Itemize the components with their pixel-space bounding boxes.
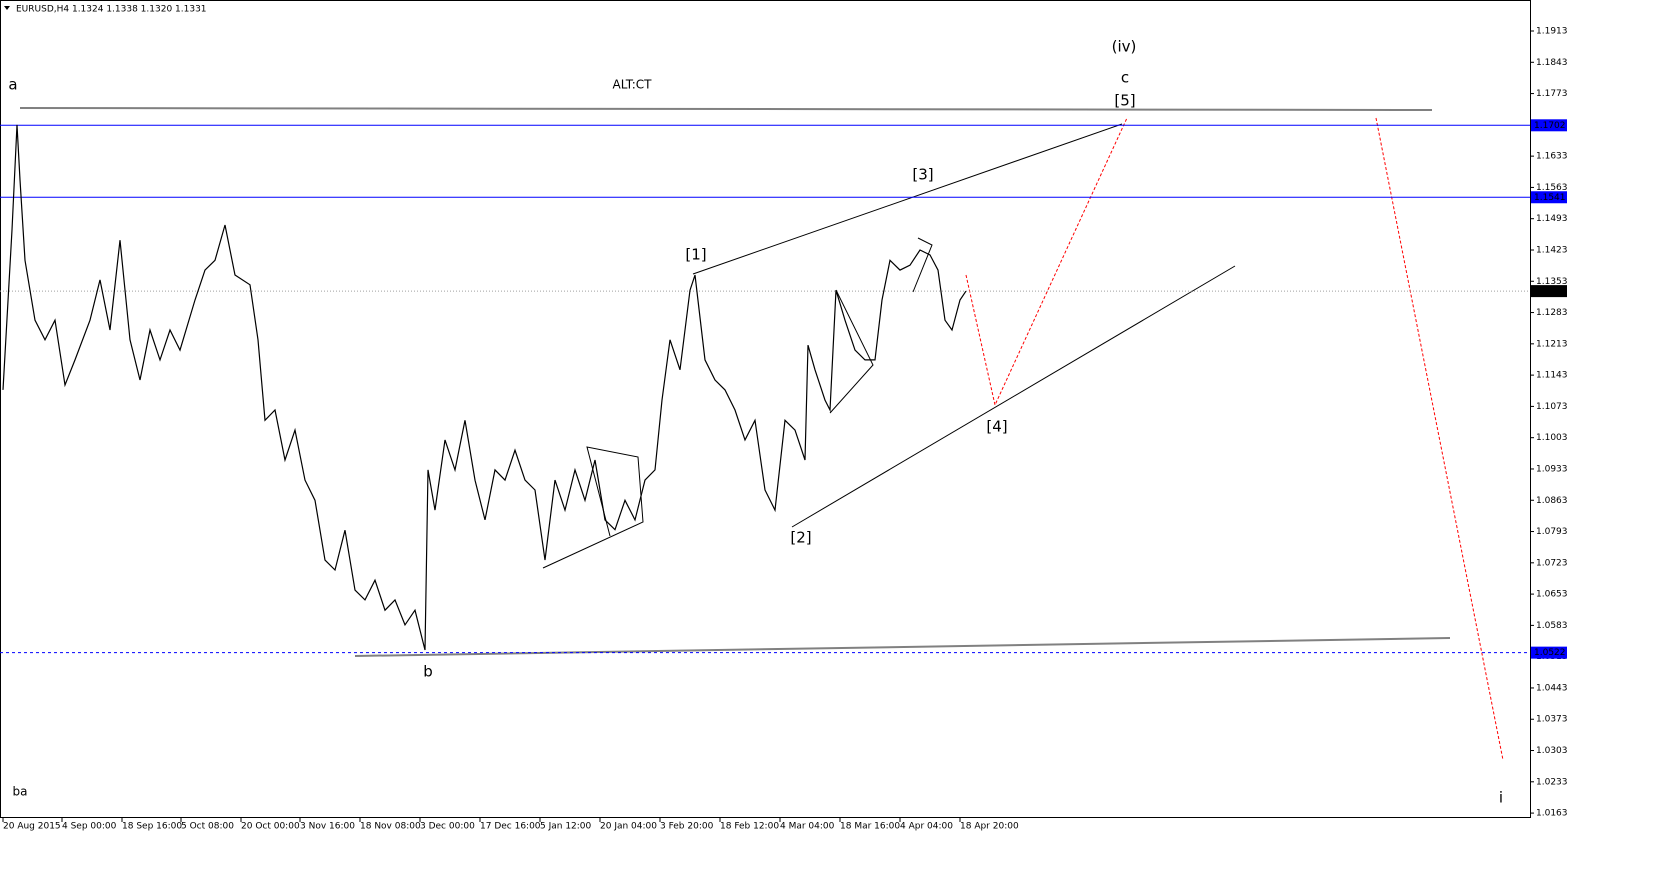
level-label: 1.0522 — [1534, 648, 1566, 658]
x-tick-label: 4 Mar 04:00 — [780, 822, 835, 832]
forecast-line — [965, 117, 1128, 407]
trend-line — [692, 123, 1123, 275]
y-tick-label: 1.0443 — [1536, 683, 1568, 693]
y-tick-label: 1.1003 — [1536, 433, 1568, 443]
y-tick-label: 1.1913 — [1536, 27, 1568, 37]
y-tick-label: 1.1143 — [1536, 371, 1568, 381]
y-tick-label: 1.1633 — [1536, 152, 1568, 162]
wave-label: ba — [13, 785, 28, 799]
wave-label: c — [1121, 69, 1129, 87]
x-tick-label: 17 Dec 16:00 — [480, 822, 541, 832]
wave-label: [4] — [986, 418, 1007, 436]
x-tick-label: 18 Feb 12:00 — [720, 822, 779, 832]
y-tick-label: 1.1283 — [1536, 308, 1568, 318]
x-tick-label: 3 Feb 20:00 — [660, 822, 714, 832]
x-tick-label: 4 Apr 04:00 — [900, 822, 953, 832]
y-tick-label: 1.0583 — [1536, 621, 1568, 631]
triangle — [542, 446, 644, 569]
level-tag — [1531, 285, 1567, 298]
drawings — [19, 107, 1504, 761]
forecast-line — [1375, 117, 1504, 761]
y-tick-label: 1.1563 — [1536, 183, 1568, 193]
base-line — [354, 637, 1451, 657]
level-label: 1.1702 — [1534, 121, 1566, 131]
x-tick-label: 5 Oct 08:00 — [181, 822, 234, 832]
y-tick-label: 1.1773 — [1536, 89, 1568, 99]
plot-frame — [0, 0, 1531, 818]
y-tick-label: 1.0863 — [1536, 496, 1568, 506]
y-tick-label: 1.1073 — [1536, 402, 1568, 412]
y-tick-label: 1.0723 — [1536, 558, 1568, 568]
y-tick-label: 1.0303 — [1536, 746, 1568, 756]
wave-label: [5] — [1114, 92, 1135, 110]
y-tick-label: 1.0653 — [1536, 590, 1568, 600]
y-tick-label: 1.0163 — [1536, 809, 1568, 819]
x-tick-label: 18 Sep 16:00 — [122, 822, 182, 832]
y-tick-label: 1.0233 — [1536, 777, 1568, 787]
chart-title: EURUSD,H4 1.1324 1.1338 1.1320 1.1331 — [16, 5, 207, 15]
y-tick-label: 1.1353 — [1536, 277, 1568, 287]
wave-label: [1] — [685, 246, 706, 264]
wave-label: b — [423, 663, 433, 681]
wave-label: (iv) — [1112, 38, 1137, 56]
y-tick-label: 1.0373 — [1536, 715, 1568, 725]
x-tick-label: 20 Oct 00:00 — [241, 822, 300, 832]
level-label: 1.1541 — [1534, 193, 1566, 203]
wedge — [912, 237, 933, 293]
wave-label: ALT:CT — [612, 78, 652, 92]
wave-label: [3] — [912, 166, 933, 184]
x-tick-label: 3 Dec 00:00 — [420, 822, 475, 832]
price-line — [2, 124, 967, 651]
trend-line — [791, 265, 1236, 528]
wave-label: i — [1499, 789, 1503, 807]
y-tick-label: 1.1843 — [1536, 58, 1568, 68]
y-tick-label: 1.0793 — [1536, 527, 1568, 537]
wave-label: a — [8, 76, 17, 94]
x-tick-label: 20 Jan 04:00 — [600, 822, 657, 832]
y-tick-label: 1.1493 — [1536, 214, 1568, 224]
alt-line — [19, 107, 1433, 111]
wedge — [829, 289, 874, 414]
level-tag — [1531, 191, 1567, 204]
wave-label: [2] — [790, 529, 811, 547]
y-tick-label: 1.0933 — [1536, 464, 1568, 474]
title-arrow — [4, 6, 10, 10]
x-tick-label: 4 Sep 00:00 — [62, 822, 117, 832]
x-tick-label: 18 Nov 08:00 — [360, 822, 421, 832]
y-tick-label: 1.1213 — [1536, 339, 1568, 349]
x-tick-label: 18 Mar 16:00 — [840, 822, 900, 832]
level-label: 1.1331 — [1534, 287, 1566, 297]
x-tick-label: 5 Jan 12:00 — [540, 822, 592, 832]
level-tag — [1531, 646, 1567, 659]
x-tick-label: 18 Apr 20:00 — [960, 822, 1019, 832]
level-tag — [1531, 119, 1567, 132]
x-tick-label: 3 Nov 16:00 — [300, 822, 355, 832]
x-tick-label: 20 Aug 2015 — [3, 822, 61, 832]
y-tick-label: 1.1423 — [1536, 245, 1568, 255]
